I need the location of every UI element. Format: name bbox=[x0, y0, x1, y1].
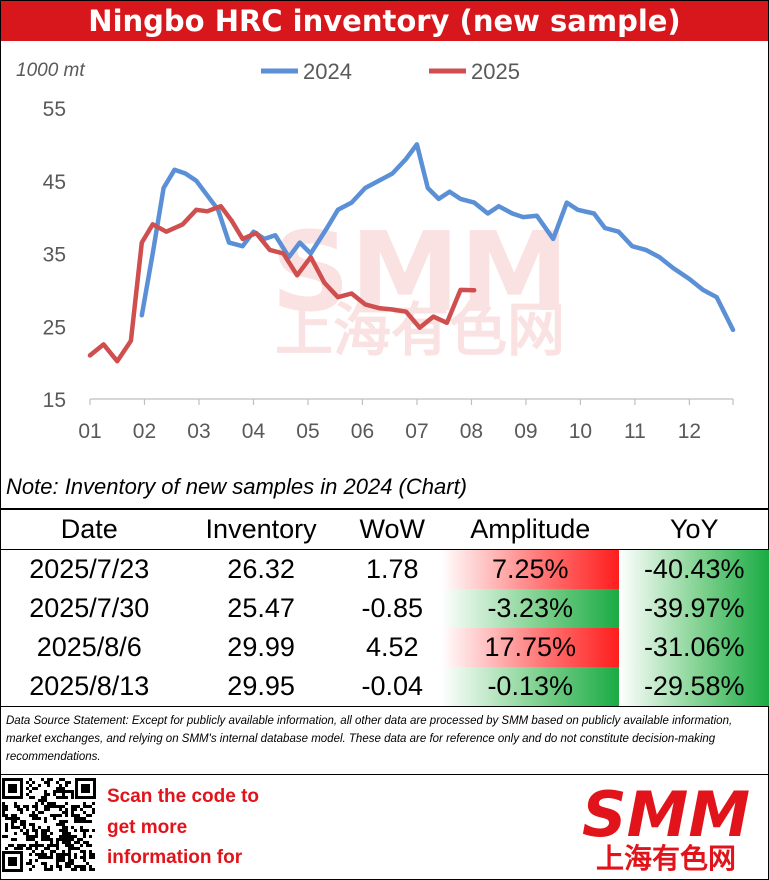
x-tick-label: 04 bbox=[242, 420, 266, 443]
cell-wow: -0.85 bbox=[361, 593, 424, 623]
cell-wow: 4.52 bbox=[366, 632, 419, 662]
logo-cn: 上海有色网 bbox=[596, 842, 736, 875]
x-tick-label: 08 bbox=[460, 420, 483, 443]
table-row: 2025/7/30 25.47 -0.85 -3.23% -39.97% bbox=[0, 589, 769, 628]
smm-watermark: SMM 上海有色网 bbox=[271, 208, 569, 364]
y-axis-unit: 1000 mt bbox=[16, 60, 85, 81]
cell-date: 2025/8/6 bbox=[36, 632, 142, 662]
logo-text: SMM bbox=[582, 780, 750, 851]
scan-prompt: Scan the code to get more information fo… bbox=[107, 782, 307, 874]
x-tick-label: 02 bbox=[133, 420, 156, 443]
y-tick-label: 35 bbox=[43, 244, 66, 267]
col-header-inventory: Inventory bbox=[205, 514, 317, 544]
table-row: 2025/7/23 26.32 1.78 7.25% -40.43% bbox=[0, 549, 769, 589]
data-source-statement: Data Source Statement: Except for public… bbox=[6, 715, 733, 763]
cell-date: 2025/7/23 bbox=[29, 554, 150, 584]
legend-2025-label: 2025 bbox=[471, 59, 520, 84]
cell-date: 2025/8/13 bbox=[29, 671, 150, 701]
page-title: Ningbo HRC inventory (new sample) bbox=[1, 1, 768, 41]
scan-line: get more bbox=[107, 816, 188, 838]
cell-yoy: -29.58% bbox=[619, 667, 769, 707]
cell-inventory: 26.32 bbox=[227, 554, 295, 584]
cell-wow: 1.78 bbox=[366, 554, 419, 584]
x-tick-label: 09 bbox=[514, 420, 537, 443]
cell-inventory: 29.95 bbox=[227, 671, 295, 701]
scan-line: Scan the code to bbox=[107, 786, 260, 807]
series-line-2024 bbox=[139, 142, 736, 333]
col-header-amplitude: Amplitude bbox=[470, 514, 591, 544]
y-tick-label: 25 bbox=[43, 316, 66, 339]
legend: 2024 2025 bbox=[261, 59, 520, 84]
x-tick-label: 12 bbox=[678, 420, 701, 443]
table-header-row: Date Inventory WoW Amplitude YoY bbox=[0, 509, 769, 550]
series-layer bbox=[87, 142, 736, 364]
x-tick-label: 01 bbox=[78, 420, 101, 443]
y-tick-label: 45 bbox=[43, 171, 66, 194]
scan-line: information for bbox=[107, 847, 243, 868]
col-header-date: Date bbox=[60, 514, 118, 544]
cell-date: 2025/7/30 bbox=[29, 593, 150, 623]
inventory-table: Date Inventory WoW Amplitude YoY 2025/7/… bbox=[0, 508, 769, 707]
watermark-logo-cn: 上海有色网 bbox=[275, 296, 565, 364]
x-tick-label: 07 bbox=[405, 420, 428, 443]
footer-divider bbox=[0, 774, 769, 775]
chart-note: Note: Inventory of new samples in 2024 (… bbox=[6, 474, 468, 499]
x-tick-label: 03 bbox=[187, 420, 210, 443]
cell-amplitude: 7.25% bbox=[440, 549, 620, 589]
table-row: 2025/8/6 29.99 4.52 17.75% -31.06% bbox=[0, 628, 769, 667]
x-tick-label: 06 bbox=[351, 420, 374, 443]
legend-2024-label: 2024 bbox=[303, 59, 352, 84]
x-tick-label: 11 bbox=[624, 420, 646, 443]
y-tick-label: 55 bbox=[43, 98, 66, 121]
cell-yoy: -40.43% bbox=[619, 549, 769, 589]
col-header-yoy: YoY bbox=[669, 514, 719, 544]
cell-amplitude: -0.13% bbox=[440, 667, 620, 707]
line-chart: SMM 上海有色网 1000 mt 2024 2025 15 25 35 45 55 0… bbox=[16, 59, 736, 443]
cell-amplitude: -3.23% bbox=[440, 589, 620, 628]
col-header-wow: WoW bbox=[359, 514, 426, 544]
x-tick-label: 10 bbox=[569, 420, 592, 443]
x-axis: 01 02 03 04 05 06 07 08 09 10 11 12 bbox=[78, 398, 734, 443]
cell-inventory: 25.47 bbox=[227, 593, 295, 623]
cell-yoy: -31.06% bbox=[619, 628, 769, 667]
y-axis: 15 25 35 45 55 bbox=[43, 98, 66, 412]
cell-inventory: 29.99 bbox=[227, 632, 295, 662]
cell-wow: -0.04 bbox=[361, 671, 424, 701]
cell-yoy: -39.97% bbox=[619, 589, 769, 628]
y-tick-label: 15 bbox=[43, 389, 66, 412]
x-tick-label: 05 bbox=[296, 420, 319, 443]
smm-logo: SMM 上海有色网 bbox=[582, 780, 750, 875]
qr-code[interactable] bbox=[2, 778, 96, 872]
cell-amplitude: 17.75% bbox=[440, 628, 620, 667]
table-row: 2025/8/13 29.95 -0.04 -0.13% -29.58% bbox=[0, 667, 769, 707]
series-line-2025 bbox=[87, 203, 477, 364]
